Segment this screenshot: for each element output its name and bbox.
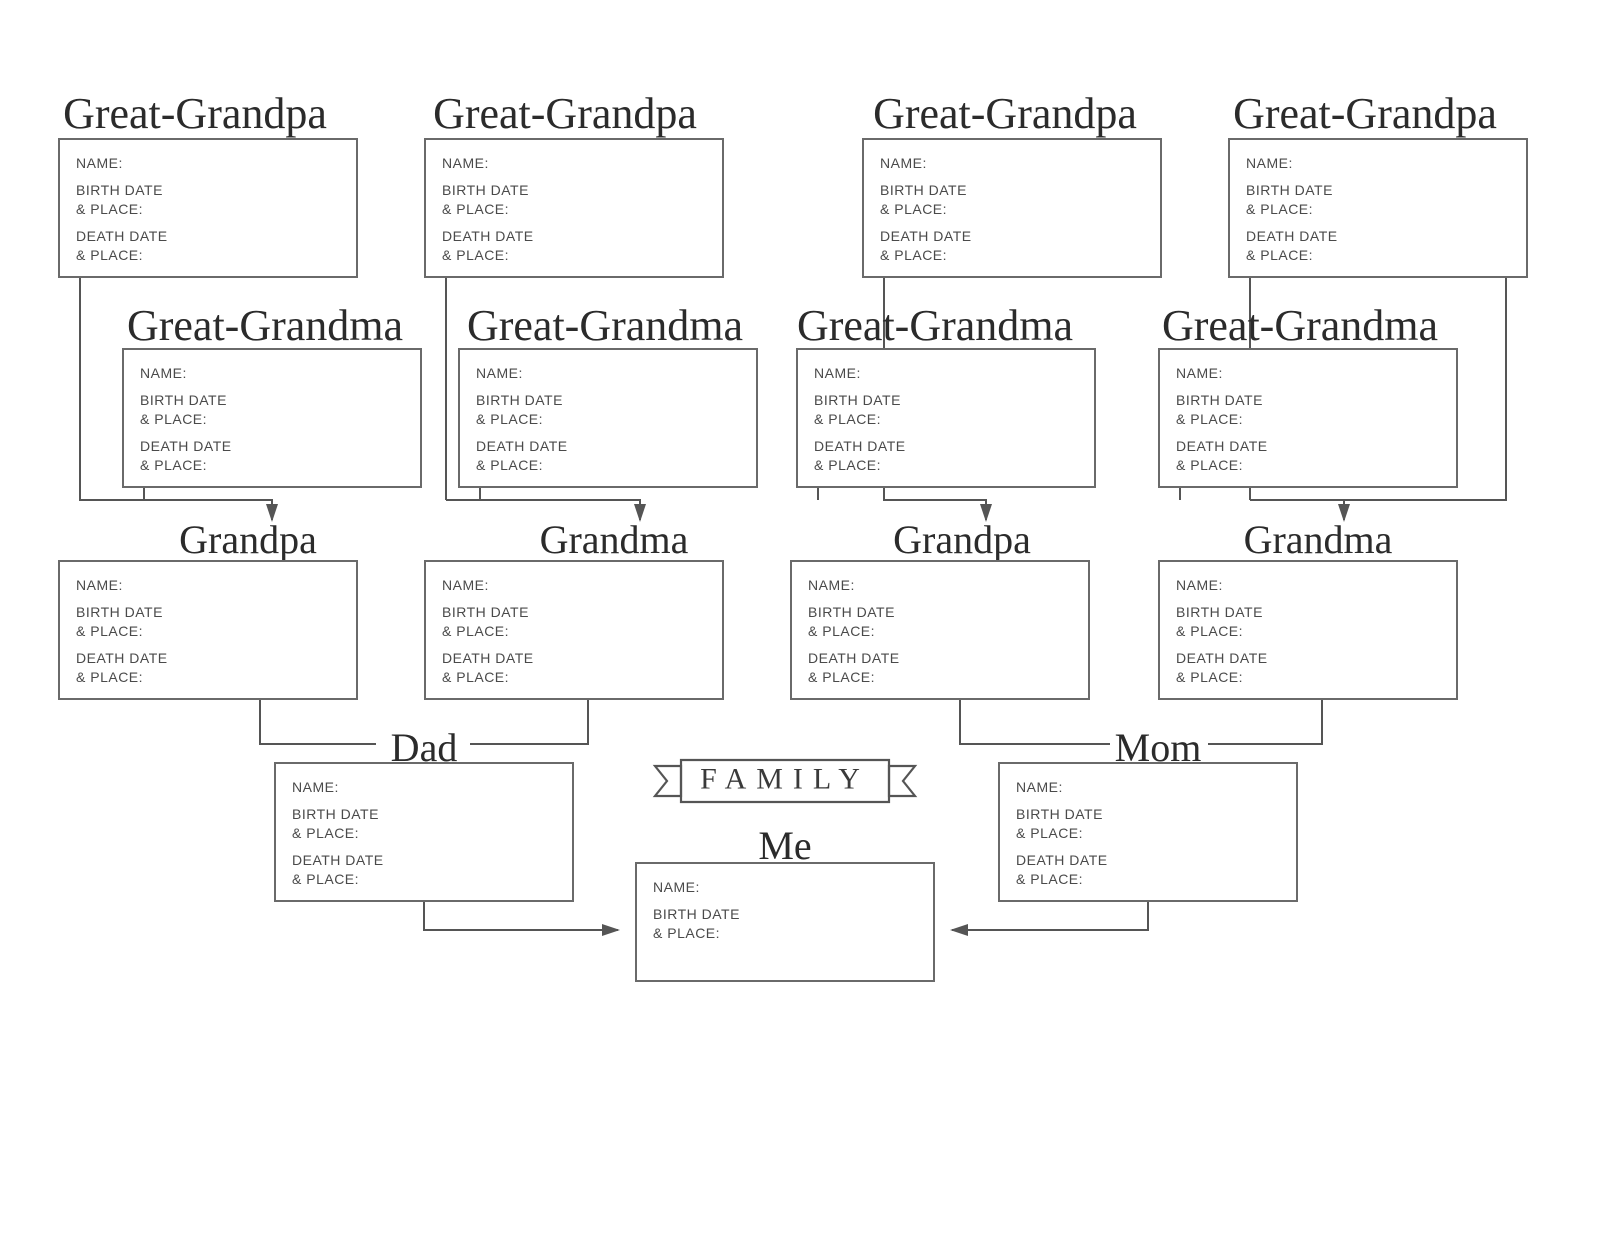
box-great-grandma-2: NAME: BIRTH DATE& PLACE: DEATH DATE& PLA… <box>458 348 758 488</box>
title-great-grandma-4: Great-Grandma <box>1162 300 1438 351</box>
field-birth: BIRTH DATE& PLACE: <box>1176 603 1440 641</box>
title-great-grandpa-3: Great-Grandpa <box>873 88 1137 139</box>
field-birth: BIRTH DATE& PLACE: <box>1016 805 1280 843</box>
box-dad: NAME: BIRTH DATE& PLACE: DEATH DATE& PLA… <box>274 762 574 902</box>
field-name: NAME: <box>653 878 917 897</box>
box-grandpa-1: NAME: BIRTH DATE& PLACE: DEATH DATE& PLA… <box>58 560 358 700</box>
title-great-grandpa-1: Great-Grandpa <box>63 88 327 139</box>
field-name: NAME: <box>880 154 1144 173</box>
field-birth: BIRTH DATE& PLACE: <box>808 603 1072 641</box>
field-death: DEATH DATE& PLACE: <box>76 227 340 265</box>
field-name: NAME: <box>476 364 740 383</box>
field-name: NAME: <box>292 778 556 797</box>
field-name: NAME: <box>442 154 706 173</box>
field-birth: BIRTH DATE& PLACE: <box>1176 391 1440 429</box>
field-birth: BIRTH DATE& PLACE: <box>653 905 917 943</box>
field-birth: BIRTH DATE& PLACE: <box>476 391 740 429</box>
box-great-grandpa-4: NAME: BIRTH DATE& PLACE: DEATH DATE& PLA… <box>1228 138 1528 278</box>
title-great-grandpa-2: Great-Grandpa <box>433 88 697 139</box>
field-birth: BIRTH DATE& PLACE: <box>76 603 340 641</box>
box-great-grandma-4: NAME: BIRTH DATE& PLACE: DEATH DATE& PLA… <box>1158 348 1458 488</box>
field-death: DEATH DATE& PLACE: <box>476 437 740 475</box>
field-death: DEATH DATE& PLACE: <box>1016 851 1280 889</box>
field-birth: BIRTH DATE& PLACE: <box>442 181 706 219</box>
field-name: NAME: <box>76 154 340 173</box>
box-great-grandpa-3: NAME: BIRTH DATE& PLACE: DEATH DATE& PLA… <box>862 138 1162 278</box>
field-death: DEATH DATE& PLACE: <box>140 437 404 475</box>
title-grandpa-2: Grandpa <box>893 516 1031 563</box>
field-death: DEATH DATE& PLACE: <box>880 227 1144 265</box>
field-birth: BIRTH DATE& PLACE: <box>814 391 1078 429</box>
box-great-grandma-3: NAME: BIRTH DATE& PLACE: DEATH DATE& PLA… <box>796 348 1096 488</box>
field-birth: BIRTH DATE& PLACE: <box>140 391 404 429</box>
field-death: DEATH DATE& PLACE: <box>1176 437 1440 475</box>
title-great-grandma-2: Great-Grandma <box>467 300 743 351</box>
field-name: NAME: <box>1176 576 1440 595</box>
title-grandma-1: Grandma <box>540 516 689 563</box>
box-grandpa-2: NAME: BIRTH DATE& PLACE: DEATH DATE& PLA… <box>790 560 1090 700</box>
field-birth: BIRTH DATE& PLACE: <box>880 181 1144 219</box>
field-name: NAME: <box>814 364 1078 383</box>
field-name: NAME: <box>1246 154 1510 173</box>
field-birth: BIRTH DATE& PLACE: <box>292 805 556 843</box>
field-death: DEATH DATE& PLACE: <box>76 649 340 687</box>
title-great-grandpa-4: Great-Grandpa <box>1233 88 1497 139</box>
field-death: DEATH DATE& PLACE: <box>442 649 706 687</box>
title-great-grandma-3: Great-Grandma <box>797 300 1073 351</box>
field-birth: BIRTH DATE& PLACE: <box>76 181 340 219</box>
family-banner-text: FAMILY <box>700 762 870 796</box>
box-grandma-2: NAME: BIRTH DATE& PLACE: DEATH DATE& PLA… <box>1158 560 1458 700</box>
field-name: NAME: <box>140 364 404 383</box>
family-tree-stage: Great-Grandpa Great-Grandpa Great-Grandp… <box>0 0 1600 1237</box>
field-name: NAME: <box>808 576 1072 595</box>
field-death: DEATH DATE& PLACE: <box>1246 227 1510 265</box>
field-death: DEATH DATE& PLACE: <box>442 227 706 265</box>
family-banner: FAMILY <box>647 752 923 810</box>
box-great-grandpa-2: NAME: BIRTH DATE& PLACE: DEATH DATE& PLA… <box>424 138 724 278</box>
box-mom: NAME: BIRTH DATE& PLACE: DEATH DATE& PLA… <box>998 762 1298 902</box>
field-name: NAME: <box>1176 364 1440 383</box>
title-grandpa-1: Grandpa <box>179 516 317 563</box>
box-great-grandpa-1: NAME: BIRTH DATE& PLACE: DEATH DATE& PLA… <box>58 138 358 278</box>
title-grandma-2: Grandma <box>1244 516 1393 563</box>
field-name: NAME: <box>76 576 340 595</box>
field-death: DEATH DATE& PLACE: <box>814 437 1078 475</box>
title-great-grandma-1: Great-Grandma <box>127 300 403 351</box>
box-me: NAME: BIRTH DATE& PLACE: <box>635 862 935 982</box>
field-death: DEATH DATE& PLACE: <box>1176 649 1440 687</box>
field-death: DEATH DATE& PLACE: <box>292 851 556 889</box>
field-birth: BIRTH DATE& PLACE: <box>1246 181 1510 219</box>
box-great-grandma-1: NAME: BIRTH DATE& PLACE: DEATH DATE& PLA… <box>122 348 422 488</box>
box-grandma-1: NAME: BIRTH DATE& PLACE: DEATH DATE& PLA… <box>424 560 724 700</box>
field-death: DEATH DATE& PLACE: <box>808 649 1072 687</box>
field-birth: BIRTH DATE& PLACE: <box>442 603 706 641</box>
field-name: NAME: <box>442 576 706 595</box>
field-name: NAME: <box>1016 778 1280 797</box>
